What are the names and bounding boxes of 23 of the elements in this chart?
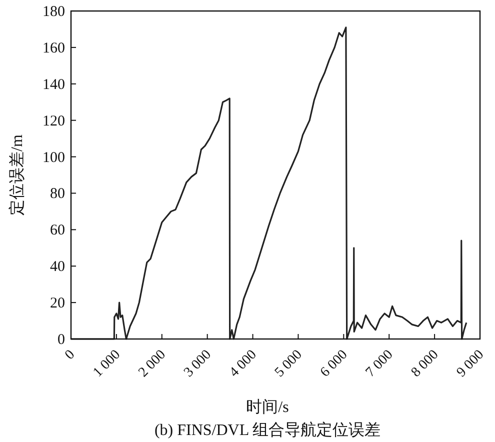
x-tick-label: 0 xyxy=(62,347,78,363)
y-tick-label: 120 xyxy=(42,113,65,130)
y-tick-label: 0 xyxy=(58,332,65,348)
x-tick-label: 5 000 xyxy=(272,347,306,380)
x-tick-label: 6 000 xyxy=(318,347,351,380)
x-axis-title: 时间/s xyxy=(246,398,289,416)
x-tick-label: 1 000 xyxy=(90,347,124,380)
text: (b) FINS/DVL 组合导航定位误差 xyxy=(154,421,381,439)
y-tick-label: 100 xyxy=(42,150,65,166)
x-tick-label: 7 000 xyxy=(363,347,396,380)
y-axis-title: 定位误差/m xyxy=(8,134,26,216)
x-tick-label: 9 000 xyxy=(454,347,488,380)
y-tick-label: 40 xyxy=(50,259,65,276)
y-tick-label: 180 xyxy=(42,4,65,20)
x-tick-label: 3 000 xyxy=(182,347,214,380)
y-tick-label: 20 xyxy=(50,296,65,312)
x-tick-label: 4 000 xyxy=(226,347,260,380)
x-tick-label: 8 000 xyxy=(408,347,442,380)
y-tick-label: 60 xyxy=(50,222,65,239)
x-tick-label: 2 000 xyxy=(136,347,169,380)
y-tick-label: 160 xyxy=(42,40,65,56)
y-tick-label: 140 xyxy=(42,76,65,93)
y-tick-label: 80 xyxy=(50,186,65,202)
